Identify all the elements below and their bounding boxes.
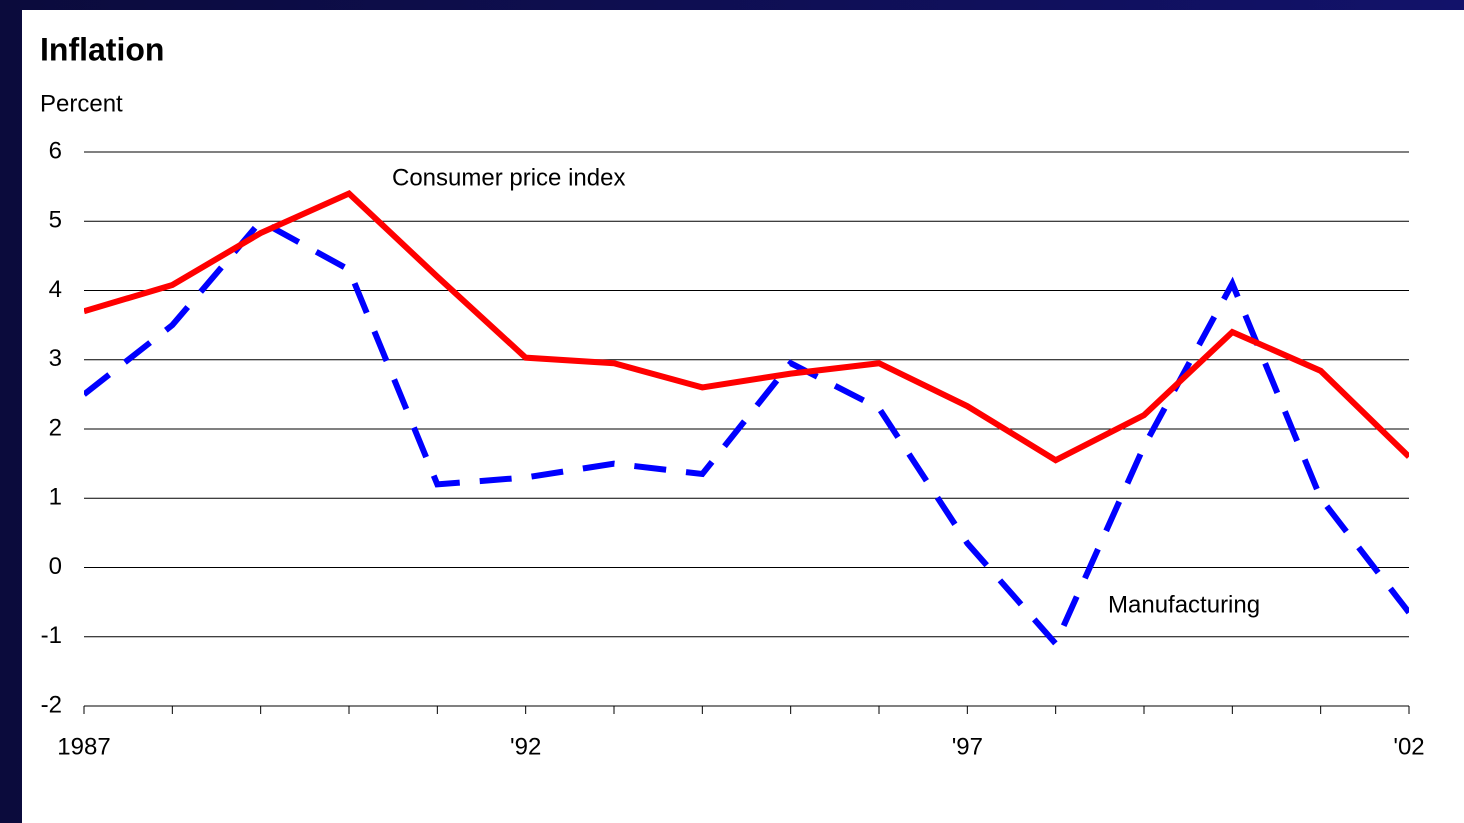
x-tick-label: 1987 — [57, 733, 110, 760]
series-line — [84, 189, 1409, 464]
x-tick-label: '92 — [510, 733, 541, 760]
panel — [22, 10, 1464, 823]
y-tick-label: -2 — [41, 691, 62, 718]
y-axis-label: Percent — [40, 90, 123, 117]
y-tick-label: 6 — [49, 137, 62, 164]
y-tick-label: 3 — [49, 345, 62, 372]
series-line — [84, 217, 1409, 650]
y-tick-label: 2 — [49, 414, 62, 441]
series-annotation: Consumer price index — [392, 164, 625, 191]
series-annotation: Manufacturing — [1108, 591, 1260, 618]
y-tick-label: -1 — [41, 622, 62, 649]
y-tick-label: 0 — [49, 553, 62, 580]
y-tick-label: 5 — [49, 207, 62, 234]
chart-title: Inflation — [40, 31, 164, 67]
y-tick-label: 4 — [49, 276, 62, 303]
y-tick-label: 1 — [49, 484, 62, 511]
x-tick-label: '97 — [952, 733, 983, 760]
x-tick-label: '02 — [1393, 733, 1424, 760]
